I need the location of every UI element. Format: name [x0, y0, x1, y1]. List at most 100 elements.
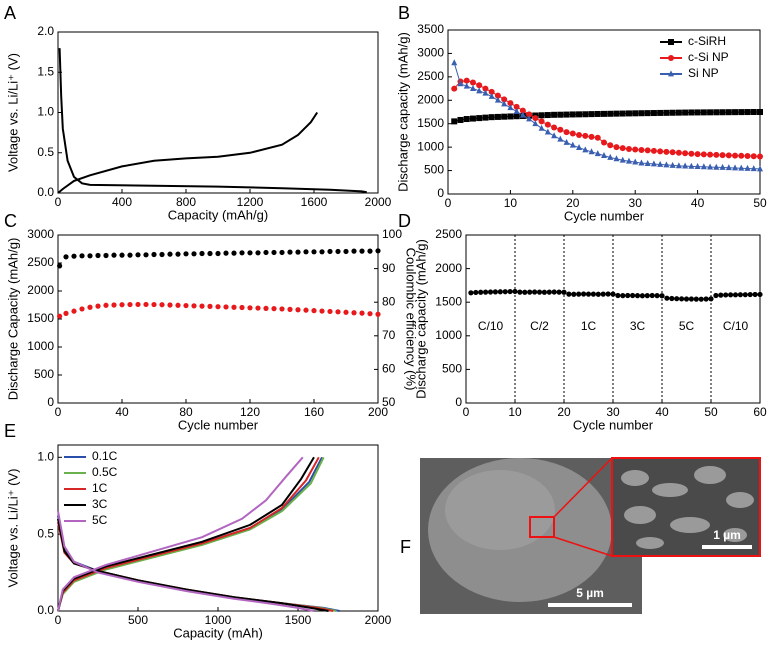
y-tick-label: 1.0 — [37, 449, 54, 463]
marker — [488, 88, 495, 95]
marker — [494, 113, 501, 120]
y2-tick-label: 70 — [382, 328, 396, 342]
y-tick-label: 500 — [34, 367, 54, 381]
marker — [507, 113, 514, 120]
marker — [674, 296, 680, 302]
marker — [103, 252, 109, 259]
marker — [557, 111, 564, 118]
marker — [725, 164, 732, 171]
marker — [613, 144, 620, 151]
marker — [663, 109, 670, 116]
marker — [207, 303, 213, 309]
marker — [668, 39, 674, 45]
marker — [135, 301, 141, 308]
marker — [494, 96, 501, 103]
panel-letter: D — [398, 211, 411, 231]
marker — [619, 110, 626, 117]
marker — [512, 288, 518, 295]
y-axis-label: Voltage vs. Li/Li⁺ (V) — [5, 469, 20, 588]
marker — [79, 306, 85, 312]
marker — [517, 289, 523, 295]
marker — [551, 111, 558, 118]
marker — [538, 112, 545, 119]
marker — [103, 302, 109, 308]
series-line — [57, 456, 329, 612]
marker — [638, 146, 645, 153]
marker — [688, 162, 695, 169]
marker — [527, 289, 533, 295]
marker — [757, 165, 763, 172]
marker — [569, 141, 576, 148]
marker — [750, 153, 757, 160]
marker — [239, 304, 245, 311]
marker — [675, 109, 682, 116]
marker — [610, 291, 616, 297]
marker — [619, 156, 626, 163]
marker — [682, 162, 689, 169]
scale-label: 1 µm — [713, 528, 741, 542]
marker — [638, 159, 645, 166]
marker — [556, 289, 562, 295]
marker — [650, 147, 657, 154]
marker — [473, 289, 479, 296]
marker — [732, 152, 739, 159]
marker — [483, 289, 489, 295]
marker — [657, 160, 664, 167]
y-tick-label: 1500 — [435, 294, 462, 308]
legend-label: c-SiRH — [688, 34, 726, 48]
marker — [594, 150, 601, 157]
marker — [71, 253, 77, 259]
marker — [644, 293, 650, 299]
marker — [718, 292, 724, 298]
marker — [375, 311, 381, 317]
marker — [557, 126, 564, 133]
marker — [669, 161, 676, 168]
x-tick-label: 10 — [504, 196, 518, 210]
marker — [669, 149, 676, 156]
marker — [757, 153, 763, 160]
marker — [620, 293, 626, 299]
marker — [738, 164, 745, 171]
marker — [588, 133, 595, 140]
marker — [488, 114, 495, 121]
marker — [513, 107, 520, 114]
marker — [287, 249, 293, 255]
marker — [487, 289, 494, 295]
y-tick-label: 0 — [47, 395, 54, 409]
marker — [698, 296, 704, 302]
marker — [664, 295, 670, 301]
marker — [343, 248, 349, 255]
marker — [327, 308, 333, 315]
legend-label: Si NP — [688, 66, 719, 80]
marker — [519, 107, 526, 114]
zoom-line — [553, 457, 613, 518]
marker — [679, 296, 685, 302]
marker — [732, 164, 739, 171]
marker — [700, 163, 707, 170]
marker — [478, 289, 484, 295]
marker — [287, 306, 293, 312]
marker — [127, 301, 133, 308]
legend-label: 0.1C — [92, 449, 118, 463]
marker — [476, 82, 483, 89]
legend-label: 5C — [92, 513, 108, 527]
marker — [183, 302, 189, 309]
marker — [682, 109, 689, 116]
x-axis-label: Cycle number — [564, 208, 645, 223]
marker — [351, 310, 357, 316]
y-tick-label: 1500 — [417, 116, 444, 130]
marker — [367, 248, 373, 254]
marker — [632, 146, 639, 153]
marker — [634, 293, 641, 299]
marker — [582, 111, 589, 118]
y2-axis-label: Coulombic efficiency (%) — [404, 248, 419, 391]
marker — [175, 302, 181, 308]
marker — [538, 118, 545, 125]
marker — [295, 249, 301, 255]
marker — [538, 124, 545, 131]
marker — [654, 293, 660, 299]
x-tick-label: 0 — [55, 613, 62, 627]
marker — [600, 291, 606, 297]
x-tick-label: 1500 — [285, 613, 312, 627]
y-tick-label: 2000 — [27, 283, 54, 297]
